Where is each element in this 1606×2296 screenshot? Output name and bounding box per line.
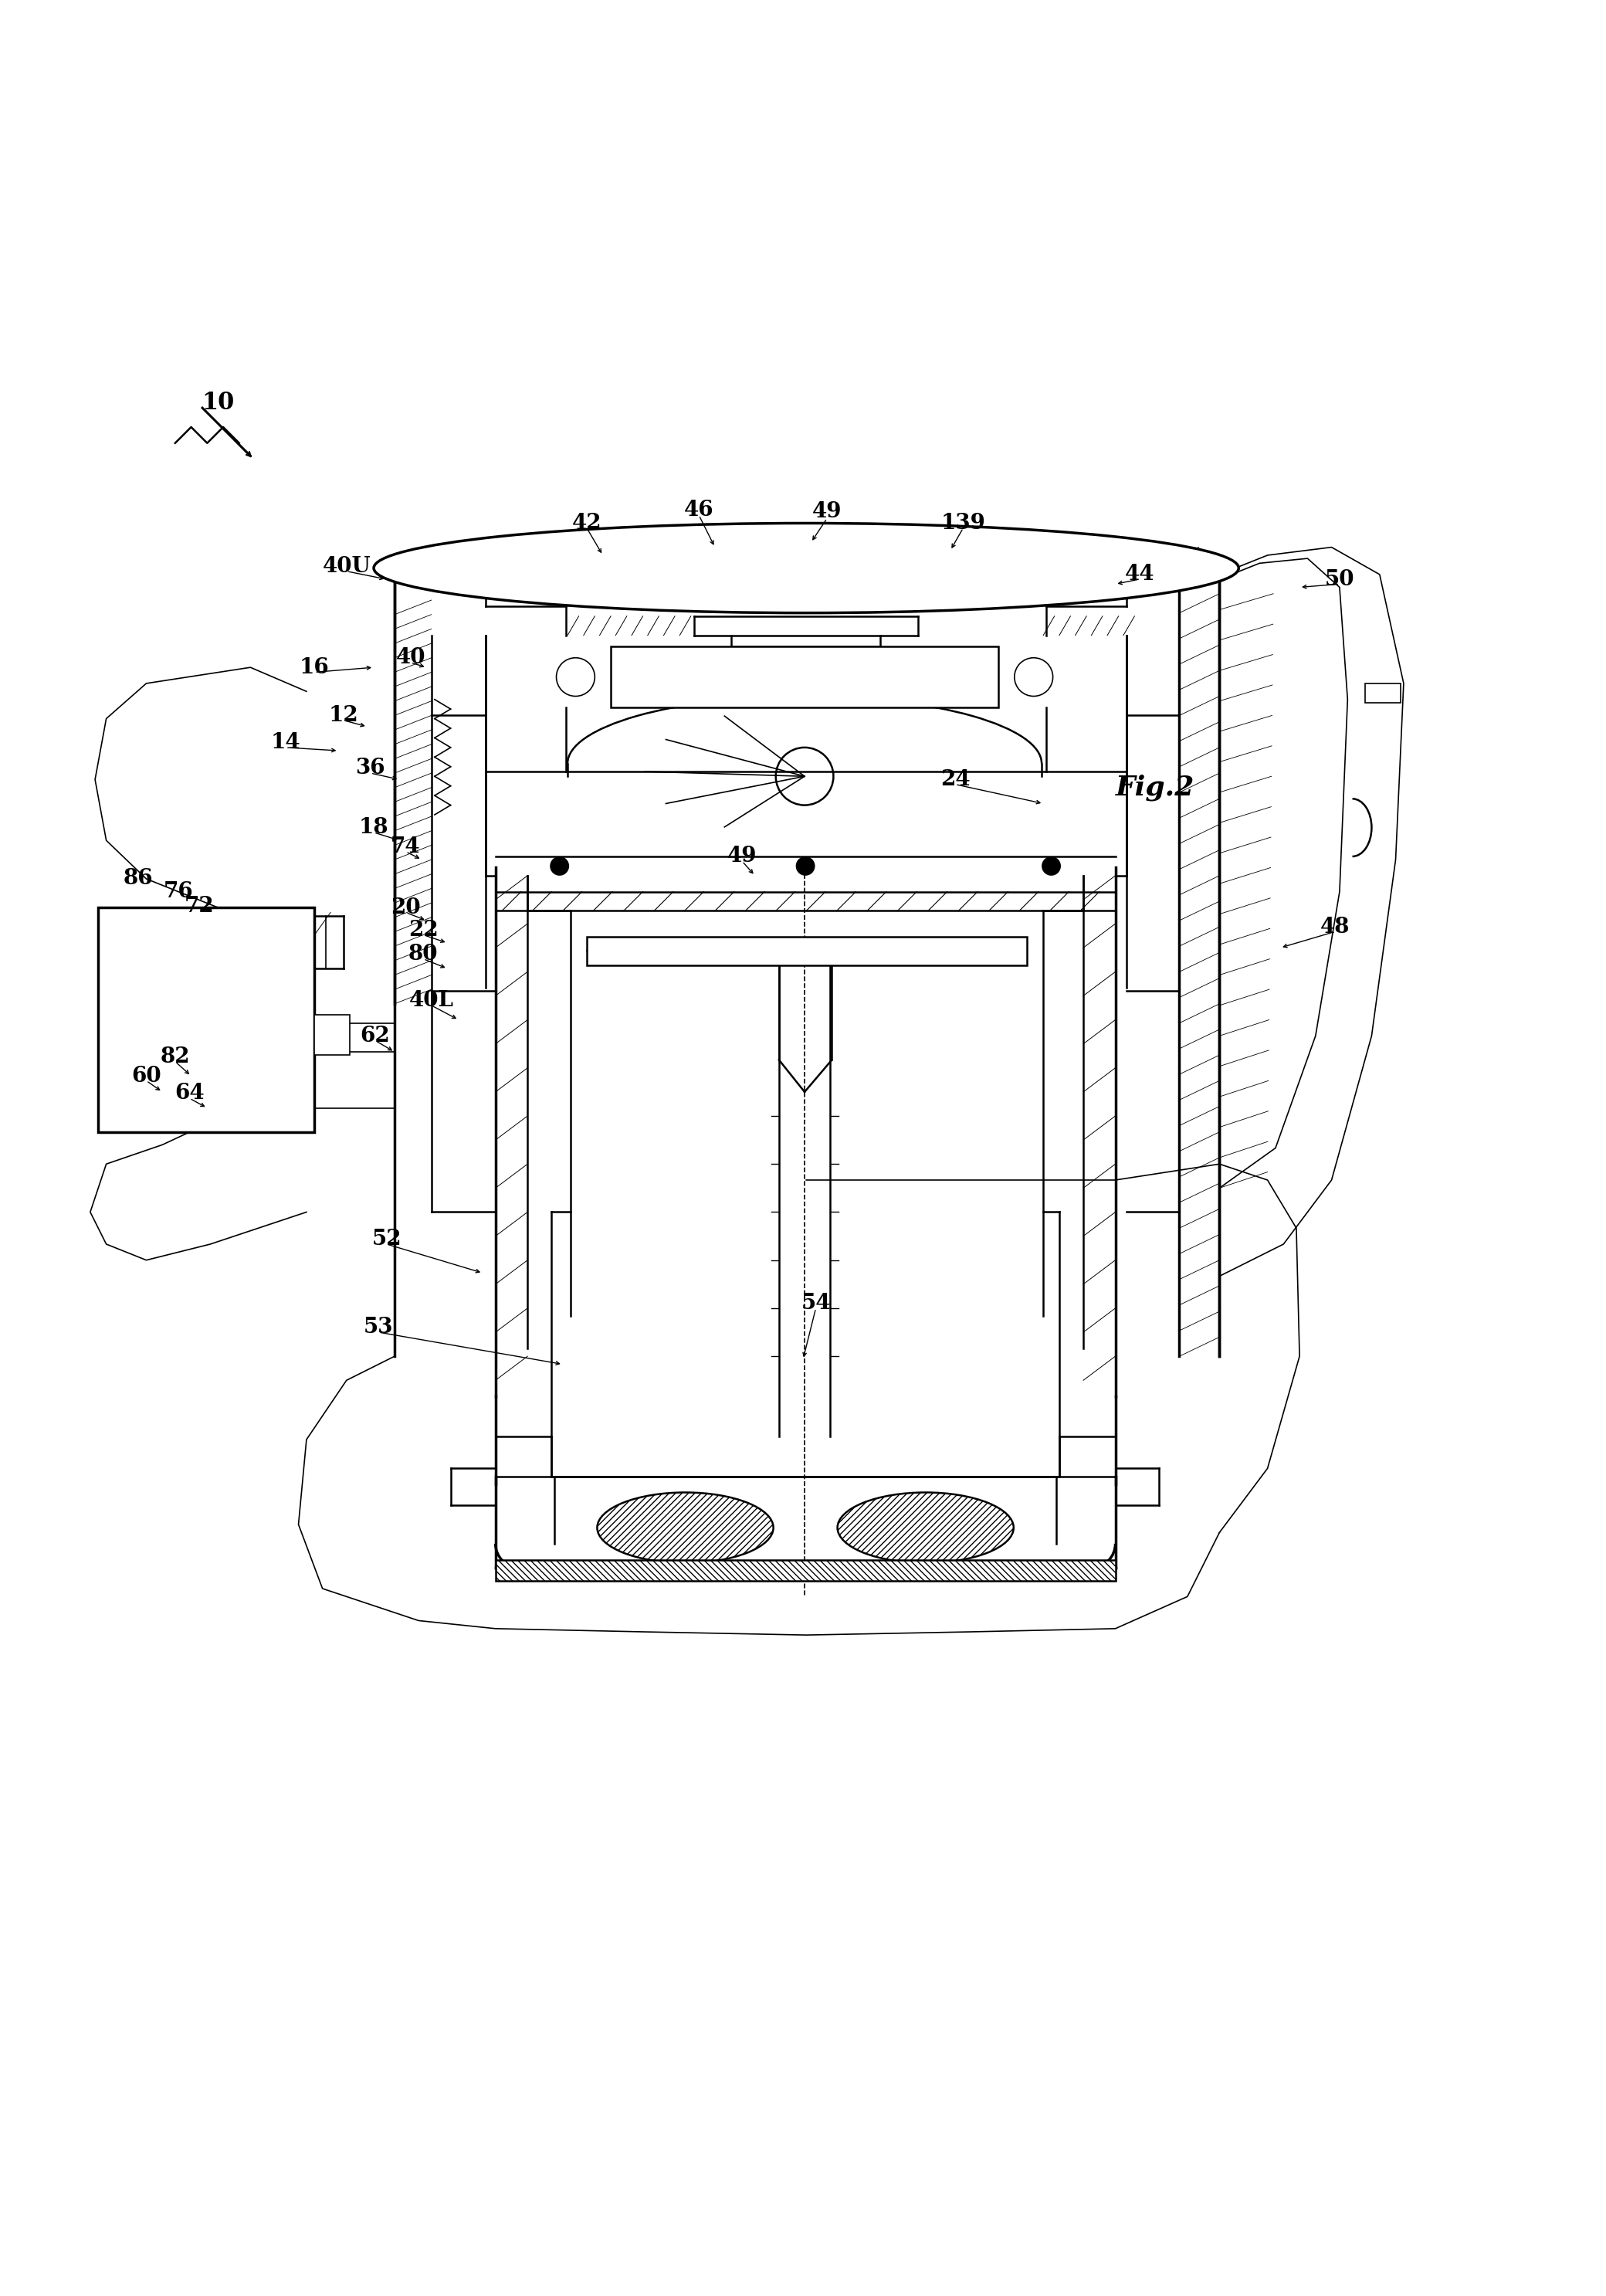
Text: 40U: 40U: [323, 556, 371, 576]
Bar: [1365, 684, 1400, 703]
Text: 12: 12: [328, 705, 358, 726]
Text: 14: 14: [271, 732, 300, 753]
Text: 50: 50: [1325, 569, 1354, 590]
Text: 18: 18: [358, 817, 389, 838]
Text: 54: 54: [801, 1293, 830, 1313]
Text: 49: 49: [728, 845, 756, 868]
Text: 46: 46: [684, 501, 713, 521]
Text: 74: 74: [390, 836, 421, 856]
Text: 62: 62: [360, 1026, 390, 1047]
Bar: [586, 937, 1028, 964]
Text: 80: 80: [408, 944, 438, 964]
Text: 36: 36: [355, 758, 385, 778]
Text: 49: 49: [813, 501, 842, 523]
Text: 86: 86: [124, 868, 153, 889]
Text: 20: 20: [390, 898, 421, 918]
Text: 64: 64: [175, 1084, 204, 1104]
Text: Fig.2: Fig.2: [1116, 774, 1195, 801]
Text: 53: 53: [363, 1318, 393, 1339]
Bar: [98, 907, 315, 1132]
Text: 139: 139: [941, 512, 986, 533]
Text: 76: 76: [164, 882, 193, 902]
Text: 40: 40: [395, 647, 426, 668]
Ellipse shape: [597, 1492, 774, 1564]
Circle shape: [797, 856, 814, 875]
Ellipse shape: [837, 1492, 1013, 1564]
Text: 44: 44: [1124, 565, 1155, 585]
Circle shape: [1042, 856, 1062, 875]
Text: 10: 10: [202, 390, 234, 416]
Text: 48: 48: [1320, 916, 1349, 937]
Bar: [315, 1015, 350, 1056]
Text: 52: 52: [371, 1228, 402, 1249]
Circle shape: [549, 856, 569, 875]
Text: 42: 42: [572, 512, 602, 533]
Text: 72: 72: [185, 895, 214, 916]
Bar: [496, 1559, 1115, 1580]
Text: 82: 82: [161, 1047, 190, 1068]
Text: 16: 16: [299, 657, 329, 677]
Ellipse shape: [374, 523, 1238, 613]
Bar: [610, 647, 999, 707]
Text: 60: 60: [132, 1065, 161, 1086]
Text: 22: 22: [408, 921, 438, 941]
Text: 40L: 40L: [410, 990, 454, 1010]
Text: 24: 24: [940, 769, 970, 790]
